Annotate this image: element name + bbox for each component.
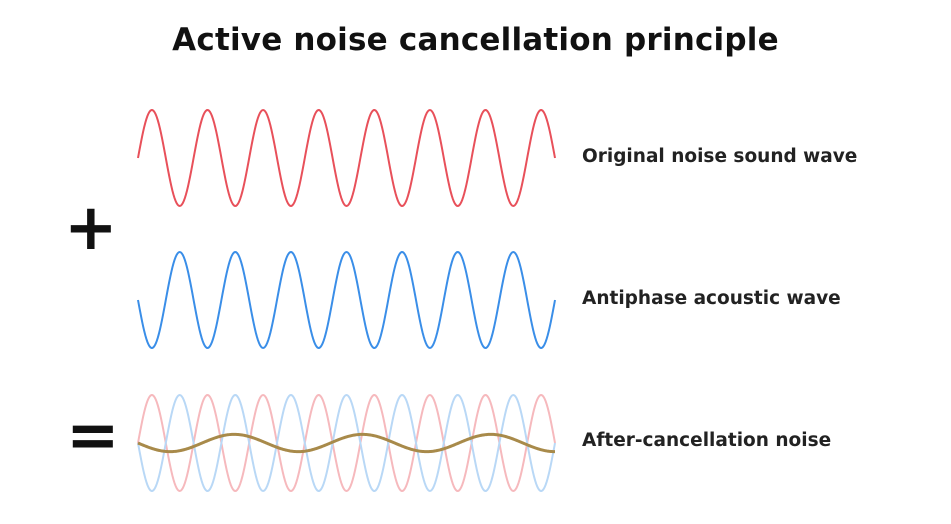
after-cancellation-wave — [137, 432, 556, 454]
original-noise-wave — [137, 108, 556, 208]
original-noise-wave-faint — [137, 393, 556, 493]
label-original-noise: Original noise sound wave — [582, 146, 858, 167]
plus-sign: + — [64, 191, 118, 265]
antiphase-wave — [137, 250, 556, 350]
antiphase-wave-faint — [137, 393, 556, 493]
equals-sign: = — [66, 399, 120, 473]
label-after-cancellation: After-cancellation noise — [582, 430, 832, 451]
diagram-title: Active noise cancellation principle — [172, 22, 779, 58]
label-antiphase-wave: Antiphase acoustic wave — [582, 288, 841, 309]
